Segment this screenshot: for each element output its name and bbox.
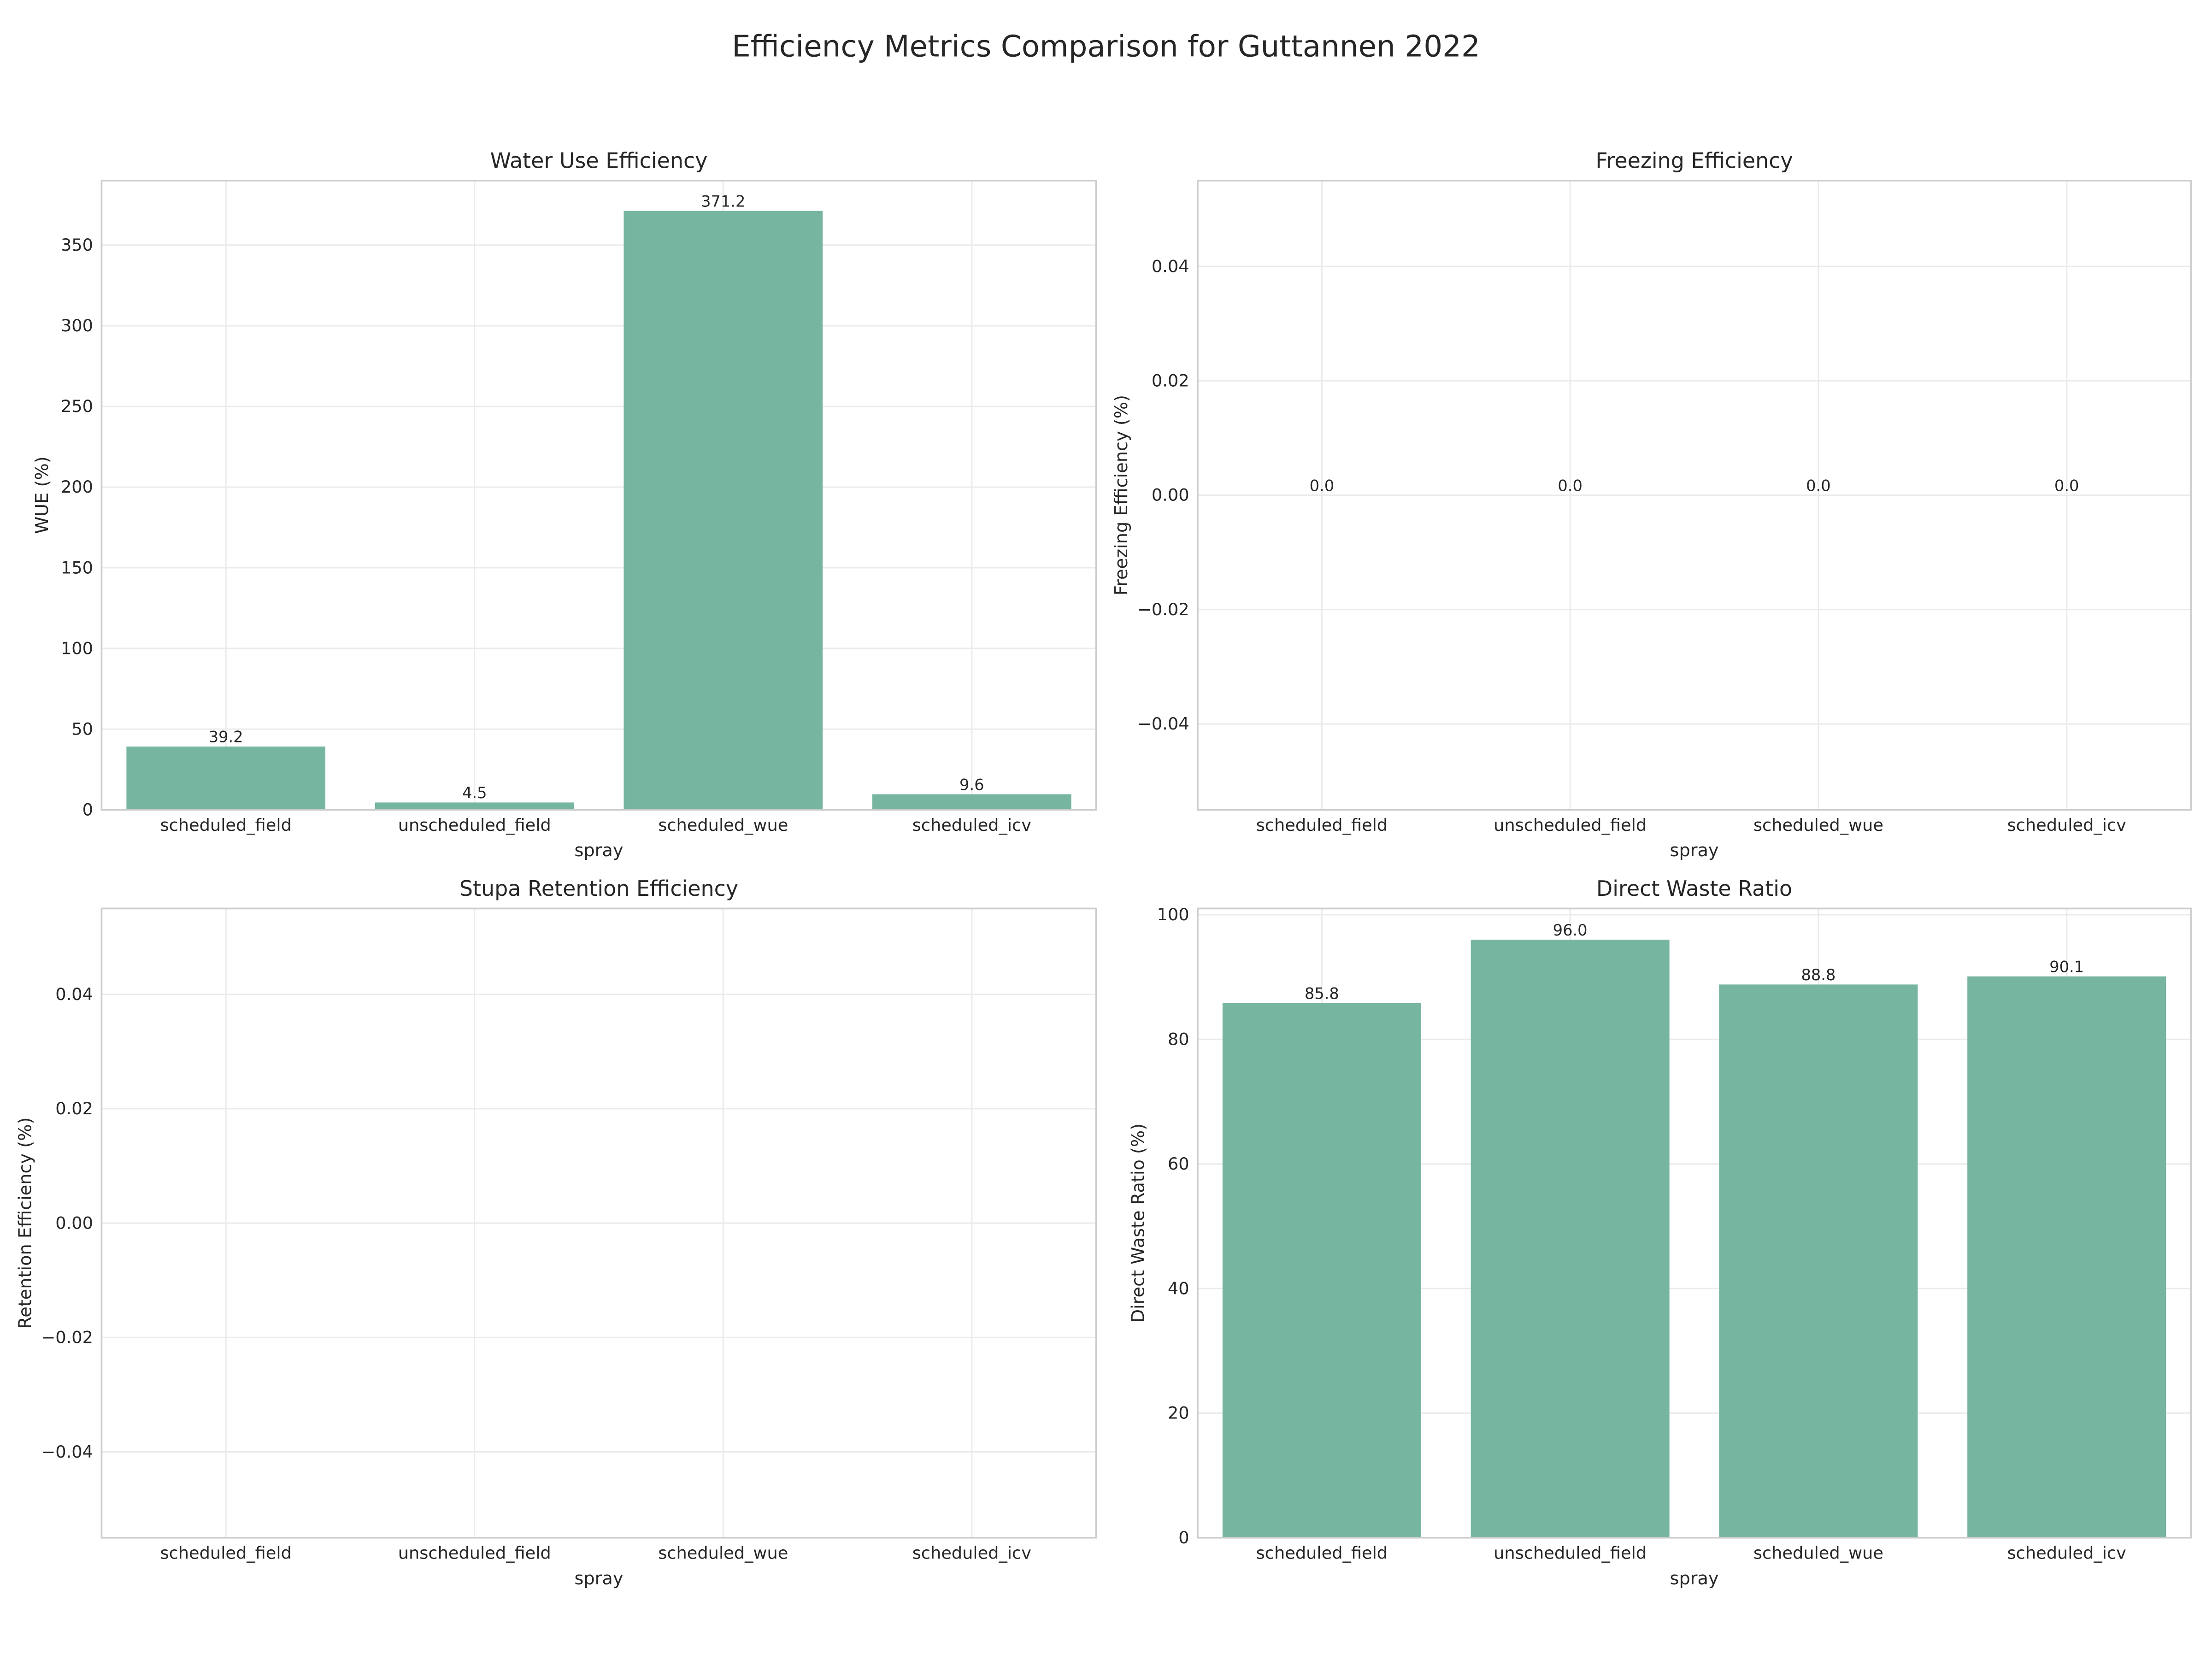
x-tick-label: unscheduled_field <box>1494 1543 1647 1563</box>
axes-frame <box>100 179 1097 811</box>
y-tick-label: 250 <box>61 396 93 416</box>
x-tick-label: unscheduled_field <box>398 1543 551 1563</box>
y-tick-label: 100 <box>61 638 93 658</box>
x-axis-label: spray <box>1670 840 1719 861</box>
y-tick-label: 100 <box>1157 905 1189 924</box>
y-tick-label: 60 <box>1168 1154 1189 1174</box>
y-tick-label: −0.04 <box>1137 714 1189 734</box>
y-tick-label: 20 <box>1168 1403 1189 1423</box>
value-label: 0.0 <box>1806 477 1831 494</box>
subplot-title: Water Use Efficiency <box>490 148 708 173</box>
value-label: 0.0 <box>1310 477 1335 494</box>
y-tick-label: 0 <box>1178 1528 1189 1547</box>
x-tick-label: scheduled_field <box>1256 1543 1388 1563</box>
x-tick-label: scheduled_wue <box>1753 815 1883 835</box>
subplot-title: Freezing Efficiency <box>1595 148 1793 173</box>
subplot-title: Stupa Retention Efficiency <box>459 876 738 901</box>
value-label: 88.8 <box>1801 966 1835 984</box>
figure-title: Efficiency Metrics Comparison for Guttan… <box>732 29 1480 64</box>
y-tick-label: 0.02 <box>1152 371 1189 390</box>
x-axis-label: spray <box>1670 1568 1719 1589</box>
y-tick-label: 0 <box>82 800 93 819</box>
value-label: 9.6 <box>959 776 984 794</box>
x-tick-label: scheduled_icv <box>2007 815 2126 835</box>
x-tick-label: scheduled_icv <box>2007 1543 2126 1563</box>
x-tick-label: scheduled_wue <box>658 1543 788 1563</box>
y-tick-label: −0.02 <box>1137 600 1189 619</box>
x-tick-label: scheduled_wue <box>658 815 788 835</box>
y-tick-label: −0.04 <box>41 1442 94 1462</box>
value-label: 0.0 <box>2054 477 2079 494</box>
y-tick-label: 0.04 <box>1152 256 1189 276</box>
y-axis-label: WUE (%) <box>32 456 53 534</box>
x-tick-label: scheduled_field <box>160 1543 291 1563</box>
value-label: 371.2 <box>701 192 745 210</box>
axes-frame <box>1197 179 2192 811</box>
value-label: 85.8 <box>1305 985 1339 1003</box>
y-axis-label: Freezing Efficiency (%) <box>1111 395 1132 595</box>
y-tick-label: 350 <box>61 235 93 255</box>
value-label: 4.5 <box>462 784 487 802</box>
x-tick-label: scheduled_icv <box>912 1543 1031 1563</box>
value-label: 39.2 <box>209 728 243 746</box>
y-tick-label: 50 <box>71 719 93 739</box>
value-label: 96.0 <box>1553 921 1588 939</box>
y-tick-label: 0.04 <box>55 984 93 1004</box>
x-tick-label: unscheduled_field <box>398 815 551 835</box>
axes-frame <box>100 907 1097 1539</box>
bar <box>872 794 1071 810</box>
y-tick-label: 0.00 <box>1152 485 1189 505</box>
bar <box>375 802 574 810</box>
y-tick-label: 0.02 <box>55 1099 93 1118</box>
y-axis-label: Retention Efficiency (%) <box>15 1117 35 1329</box>
bar <box>1719 984 1918 1538</box>
y-tick-label: 40 <box>1168 1278 1189 1298</box>
y-tick-label: 0.00 <box>55 1213 93 1233</box>
y-tick-label: 300 <box>61 316 93 335</box>
y-tick-label: 80 <box>1168 1030 1189 1049</box>
x-tick-label: scheduled_field <box>1256 815 1388 835</box>
subplot-title: Direct Waste Ratio <box>1596 876 1792 901</box>
x-tick-label: unscheduled_field <box>1494 815 1647 835</box>
value-label: 90.1 <box>2049 958 2084 976</box>
y-tick-label: 200 <box>61 477 93 497</box>
x-axis-label: spray <box>574 840 623 861</box>
x-tick-label: scheduled_field <box>160 815 291 835</box>
bar <box>1222 1003 1421 1538</box>
x-tick-label: scheduled_wue <box>1753 1543 1883 1563</box>
y-tick-label: −0.02 <box>41 1328 94 1347</box>
bar <box>1471 940 1670 1538</box>
value-label: 0.0 <box>1558 477 1583 494</box>
x-tick-label: scheduled_icv <box>912 815 1031 835</box>
bar <box>624 211 823 810</box>
x-axis-label: spray <box>574 1568 623 1589</box>
axes-frame <box>1197 907 2192 1539</box>
bar <box>126 746 325 810</box>
bar <box>1967 976 2166 1538</box>
y-tick-label: 150 <box>61 558 93 577</box>
y-axis-label: Direct Waste Ratio (%) <box>1128 1124 1149 1323</box>
